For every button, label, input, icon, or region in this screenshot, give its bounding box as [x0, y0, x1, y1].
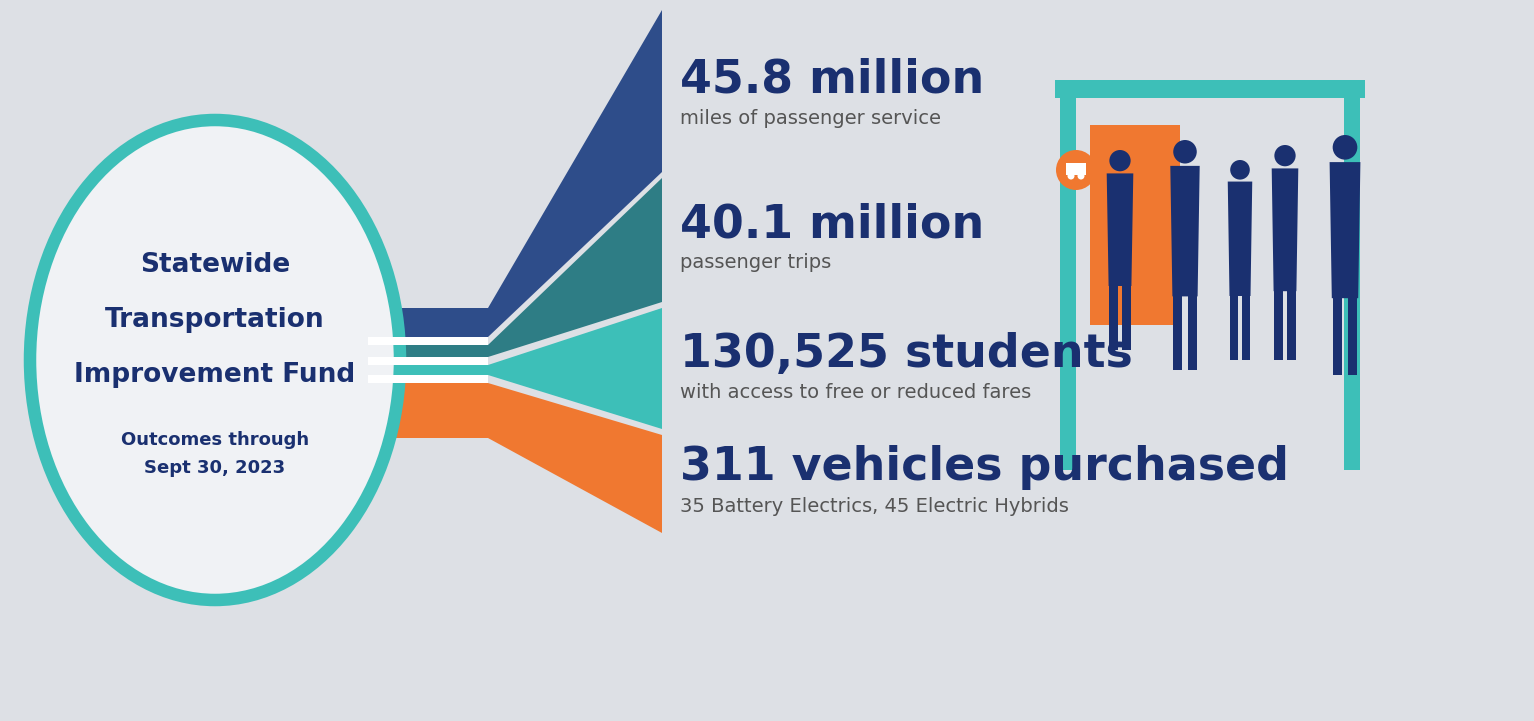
- Circle shape: [1109, 150, 1131, 172]
- Text: Transportation: Transportation: [106, 307, 325, 333]
- Bar: [1060, 80, 1075, 470]
- Text: 40.1 million: 40.1 million: [680, 203, 985, 247]
- Text: Outcomes through: Outcomes through: [121, 431, 308, 449]
- Bar: [1243, 296, 1250, 360]
- Circle shape: [1077, 172, 1085, 180]
- Bar: [1187, 296, 1197, 370]
- Text: passenger trips: passenger trips: [680, 254, 831, 273]
- Bar: [1275, 291, 1282, 360]
- Circle shape: [1275, 145, 1296, 167]
- Text: Sept 30, 2023: Sept 30, 2023: [144, 459, 285, 477]
- Polygon shape: [1106, 174, 1134, 286]
- Polygon shape: [368, 10, 663, 337]
- Polygon shape: [368, 308, 663, 429]
- Bar: [368, 337, 488, 345]
- Polygon shape: [1330, 162, 1361, 298]
- Bar: [368, 375, 488, 383]
- Bar: [1174, 296, 1183, 370]
- Text: Statewide: Statewide: [140, 252, 290, 278]
- Circle shape: [1174, 140, 1197, 164]
- Bar: [1348, 298, 1358, 375]
- Circle shape: [1055, 150, 1095, 190]
- Text: Improvement Fund: Improvement Fund: [74, 362, 356, 388]
- Text: miles of passenger service: miles of passenger service: [680, 108, 940, 128]
- Text: 45.8 million: 45.8 million: [680, 58, 985, 102]
- Ellipse shape: [31, 120, 400, 600]
- Text: with access to free or reduced fares: with access to free or reduced fares: [680, 384, 1031, 402]
- Text: 35 Battery Electrics, 45 Electric Hybrids: 35 Battery Electrics, 45 Electric Hybrid…: [680, 497, 1069, 516]
- Text: 130,525 students: 130,525 students: [680, 332, 1132, 378]
- Polygon shape: [368, 178, 663, 357]
- Bar: [1055, 80, 1365, 98]
- Bar: [1123, 286, 1131, 350]
- Polygon shape: [1227, 182, 1252, 296]
- Text: 311 vehicles purchased: 311 vehicles purchased: [680, 446, 1289, 490]
- Polygon shape: [1272, 169, 1298, 291]
- Bar: [1333, 298, 1342, 375]
- Polygon shape: [368, 383, 663, 533]
- Bar: [1091, 125, 1180, 325]
- Circle shape: [1230, 160, 1250, 180]
- Bar: [1066, 163, 1086, 175]
- Polygon shape: [1170, 166, 1200, 296]
- Bar: [1287, 291, 1296, 360]
- Bar: [1109, 286, 1118, 350]
- Circle shape: [1068, 172, 1074, 180]
- Bar: [1344, 80, 1361, 470]
- Circle shape: [1333, 135, 1358, 159]
- Bar: [1230, 296, 1238, 360]
- Bar: [368, 357, 488, 365]
